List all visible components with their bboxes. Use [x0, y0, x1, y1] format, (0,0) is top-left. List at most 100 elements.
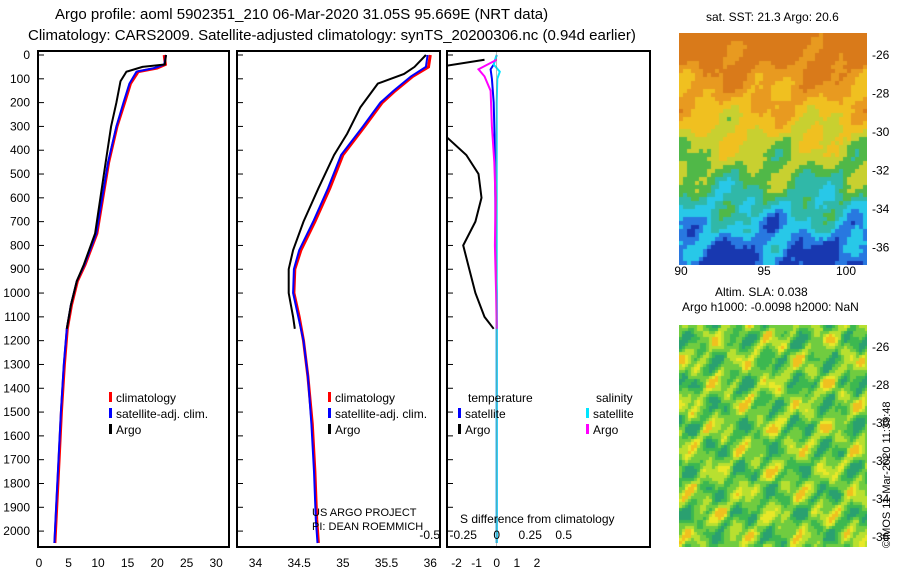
depth-tick-label: 1800: [3, 476, 30, 490]
sst-map-title: sat. SST: 21.3 Argo: 20.6: [706, 10, 839, 24]
legend-label: Argo: [465, 423, 490, 437]
legend-temp-satellite: satellite: [458, 406, 533, 422]
temperature-x-tick-label: 5: [65, 556, 72, 570]
temperature-panel: climatology satellite-adj. clim. Argo: [37, 50, 230, 548]
sla-y-tick-label: -28: [872, 378, 890, 392]
sst-y-tick-label: -34: [872, 202, 890, 216]
sla-y-tick-label: -26: [872, 340, 890, 354]
salinity-x-tick-label: 34.5: [287, 556, 311, 570]
legend-swatch-black: [109, 424, 112, 434]
depth-tick-label: 1200: [3, 334, 30, 348]
depth-tick-label: 300: [10, 119, 30, 133]
legend-swatch-cyan: [586, 408, 589, 418]
depth-tick-label: 1000: [3, 286, 30, 300]
sst-x-tick-label: 100: [836, 264, 856, 278]
salinity-x-tick-label: 36: [424, 556, 438, 570]
sla-map-panel: [679, 325, 867, 547]
legend-label: satellite: [465, 407, 506, 421]
legend-sal-argo: Argo: [586, 422, 634, 438]
legend-swatch-blue: [109, 408, 112, 418]
depth-tick-label: 400: [10, 143, 30, 157]
depth-tick-label: 200: [10, 96, 30, 110]
legend-title-salinity: salinity: [586, 390, 634, 406]
legend-swatch-magenta: [586, 424, 589, 434]
temperature-x-tick-label: 25: [180, 556, 194, 570]
imos-stamp: ©IMOS 11-Mar-2020 11:39:48: [881, 402, 893, 549]
legend-label: climatology: [116, 391, 176, 405]
depth-tick-label: 600: [10, 191, 30, 205]
sst-heatmap: [679, 33, 867, 265]
sst-y-tick-label: -32: [872, 164, 890, 178]
difference-panel: temperature satellite Argo salinity sate…: [446, 50, 651, 548]
series-line-argo: [289, 55, 426, 329]
legend-swatch-red: [328, 392, 331, 402]
legend-swatch-blue: [458, 408, 461, 418]
depth-tick-label: 1700: [3, 453, 30, 467]
difference-plot: [448, 52, 649, 546]
legend-satellite: satellite-adj. clim.: [109, 406, 208, 422]
difference-t-tick-label: 2: [534, 556, 541, 570]
difference-t-tick-label: -1: [471, 556, 482, 570]
sst-y-tick-label: -30: [872, 125, 890, 139]
sst-y-tick-label: -36: [872, 241, 890, 255]
legend-argo: Argo: [109, 422, 208, 438]
temperature-x-tick-label: 10: [91, 556, 105, 570]
depth-tick-label: 800: [10, 238, 30, 252]
depth-tick-label: 1400: [3, 381, 30, 395]
difference-t-tick-label: 0: [493, 556, 500, 570]
sst-x-tick-label: 90: [674, 264, 688, 278]
sla-title-1: Altim. SLA: 0.038: [715, 285, 808, 299]
depth-tick-label: 1100: [4, 310, 30, 324]
legend-argo: Argo: [328, 422, 427, 438]
temperature-x-tick-label: 20: [150, 556, 164, 570]
depth-tick-label: 500: [10, 167, 30, 181]
legend-temp-argo: Argo: [458, 422, 533, 438]
sst-map-panel: [679, 33, 867, 265]
legend-swatch-black: [458, 424, 461, 434]
legend-title-temperature: temperature: [458, 390, 533, 406]
depth-tick-label: 1900: [3, 500, 30, 514]
temperature-x-tick-label: 0: [36, 556, 43, 570]
sla-heatmap: [679, 325, 867, 547]
legend-swatch-black: [328, 424, 331, 434]
legend-label: Argo: [593, 423, 618, 437]
temperature-x-tick-label: 30: [210, 556, 224, 570]
depth-tick-label: 2000: [3, 524, 30, 538]
legend-climatology: climatology: [328, 390, 427, 406]
legend-sal-satellite: satellite: [586, 406, 634, 422]
salinity-x-tick-label: 35.5: [375, 556, 399, 570]
series-line-temperature-argo: [448, 60, 494, 329]
title-line-1: Argo profile: aoml 5902351_210 06-Mar-20…: [55, 6, 548, 23]
temperature-legend: climatology satellite-adj. clim. Argo: [109, 390, 208, 438]
legend-swatch-red: [109, 392, 112, 402]
depth-tick-label: 100: [10, 72, 30, 86]
pi-name: PI: DEAN ROEMMICH: [312, 520, 423, 534]
salinity-panel: climatology satellite-adj. clim. Argo US…: [236, 50, 441, 548]
salinity-x-tick-label: 34: [249, 556, 263, 570]
legend-satellite: satellite-adj. clim.: [328, 406, 427, 422]
project-annotation: US ARGO PROJECT PI: DEAN ROEMMICH: [312, 506, 423, 534]
difference-legend-temperature: temperature satellite Argo: [458, 390, 533, 438]
legend-label: satellite-adj. clim.: [116, 407, 208, 421]
sst-y-tick-label: -26: [872, 48, 890, 62]
project-name: US ARGO PROJECT: [312, 506, 423, 520]
legend-label: Argo: [116, 423, 141, 437]
temperature-x-tick-label: 15: [121, 556, 135, 570]
series-line-satellite-adj-clim-: [293, 55, 428, 543]
legend-label: climatology: [335, 391, 395, 405]
difference-xlabel: S difference from climatology: [460, 512, 615, 526]
salinity-x-tick-label: 35: [336, 556, 350, 570]
legend-label: satellite-adj. clim.: [335, 407, 427, 421]
legend-label: Argo: [335, 423, 360, 437]
depth-tick-label: 900: [10, 262, 30, 276]
legend-label: satellite: [593, 407, 634, 421]
depth-tick-label: 700: [10, 215, 30, 229]
title-line-2: Climatology: CARS2009. Satellite-adjuste…: [28, 27, 636, 44]
difference-t-tick-label: 1: [513, 556, 520, 570]
legend-swatch-blue: [328, 408, 331, 418]
legend-climatology: climatology: [109, 390, 208, 406]
sla-title-2: Argo h1000: -0.0098 h2000: NaN: [682, 300, 859, 314]
salinity-legend: climatology satellite-adj. clim. Argo: [328, 390, 427, 438]
sst-x-tick-label: 95: [757, 264, 771, 278]
series-line-argo: [67, 55, 166, 329]
